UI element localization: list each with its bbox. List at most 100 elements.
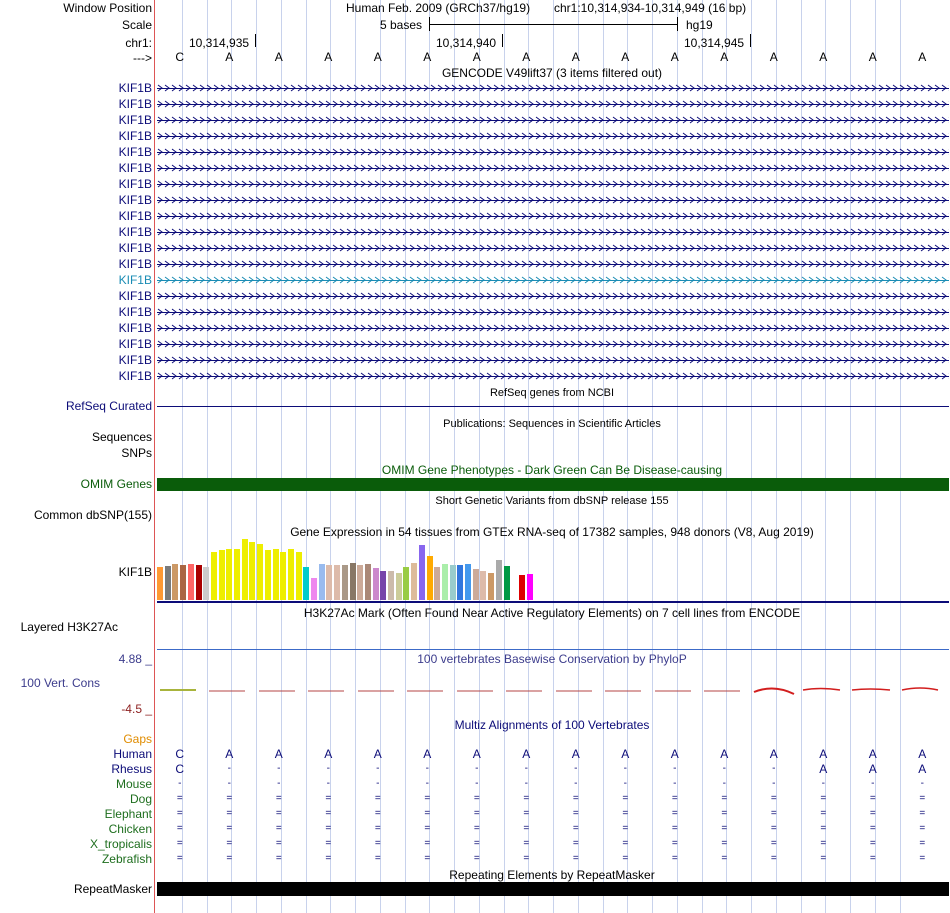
- gtex-tissue-bar[interactable]: [480, 571, 487, 600]
- gtex-tissue-bar[interactable]: [357, 565, 364, 600]
- gtex-tissue-bar[interactable]: [195, 565, 202, 600]
- gencode-gene-label[interactable]: KIF1B: [118, 209, 152, 223]
- gtex-tissue-bar[interactable]: [326, 565, 333, 600]
- repeatmasker-title[interactable]: Repeating Elements by RepeatMasker: [449, 868, 655, 882]
- gencode-transcript[interactable]: [157, 116, 949, 124]
- gtex-tissue-bar[interactable]: [418, 545, 425, 600]
- gtex-tissue-bar[interactable]: [311, 578, 317, 600]
- gtex-tissue-bar[interactable]: [272, 549, 279, 600]
- gtex-tissue-bar[interactable]: [372, 568, 379, 600]
- gtex-tissue-bar[interactable]: [264, 550, 271, 600]
- gtex-tissue-bar[interactable]: [157, 567, 163, 600]
- gencode-gene-label[interactable]: KIF1B: [118, 321, 152, 335]
- gtex-tissue-bar[interactable]: [318, 564, 325, 600]
- multiz-species-label[interactable]: Elephant: [104, 807, 152, 821]
- dbsnp-label[interactable]: Common dbSNP(155): [33, 508, 152, 522]
- gtex-tissue-bar[interactable]: [526, 574, 533, 600]
- gencode-gene-label[interactable]: KIF1B: [118, 225, 152, 239]
- gencode-gene-label[interactable]: KIF1B: [118, 145, 152, 159]
- gtex-tissue-bar[interactable]: [434, 567, 441, 600]
- assembly-title[interactable]: Human Feb. 2009 (GRCh37/hg19): [346, 1, 531, 15]
- gencode-gene-label[interactable]: KIF1B: [118, 337, 152, 351]
- gencode-transcript[interactable]: [157, 308, 949, 316]
- gtex-tissue-bar[interactable]: [257, 544, 264, 600]
- gtex-tissue-bar[interactable]: [210, 552, 217, 600]
- gencode-transcript[interactable]: [157, 260, 949, 268]
- multiz-species-label[interactable]: Human: [113, 747, 152, 761]
- gencode-transcript[interactable]: [157, 196, 949, 204]
- gtex-tissue-bar[interactable]: [295, 552, 302, 600]
- gtex-tissue-bar[interactable]: [441, 564, 448, 600]
- gencode-title[interactable]: GENCODE V49lift37 (3 items filtered out): [441, 66, 663, 80]
- repeatmasker-label[interactable]: RepeatMasker: [73, 882, 152, 896]
- gencode-gene-label[interactable]: KIF1B: [118, 113, 152, 127]
- sequences-label[interactable]: Sequences: [91, 430, 152, 444]
- gtex-tissue-bar[interactable]: [495, 560, 502, 600]
- gencode-transcript[interactable]: [157, 132, 949, 140]
- multiz-title[interactable]: Multiz Alignments of 100 Vertebrates: [454, 718, 650, 732]
- dbsnp-title[interactable]: Short Genetic Variants from dbSNP releas…: [435, 495, 669, 507]
- gencode-transcript[interactable]: [157, 276, 949, 284]
- gencode-transcript[interactable]: [157, 180, 949, 188]
- gtex-tissue-bar[interactable]: [287, 549, 294, 600]
- gtex-tissue-bar[interactable]: [364, 564, 371, 600]
- multiz-species-label[interactable]: X_tropicalis: [89, 837, 152, 851]
- gencode-transcript[interactable]: [157, 164, 949, 172]
- gtex-tissue-bar[interactable]: [472, 569, 479, 600]
- gencode-transcript[interactable]: [157, 148, 949, 156]
- gtex-tissue-bar[interactable]: [334, 565, 341, 600]
- gtex-tissue-bar[interactable]: [465, 564, 471, 600]
- phylop-label[interactable]: 100 Vert. Cons: [20, 676, 100, 690]
- gencode-transcript[interactable]: [157, 340, 949, 348]
- gtex-tissue-bar[interactable]: [303, 567, 310, 600]
- position-readout[interactable]: chr1:10,314,934-10,314,949 (16 bp): [554, 1, 747, 15]
- multiz-species-label[interactable]: Dog: [129, 792, 152, 806]
- gtex-tissue-bar[interactable]: [403, 567, 410, 600]
- gtex-tissue-bar[interactable]: [180, 565, 187, 600]
- gtex-title[interactable]: Gene Expression in 54 tissues from GTEx …: [290, 525, 814, 539]
- gencode-gene-label[interactable]: KIF1B: [118, 129, 152, 143]
- gtex-tissue-bar[interactable]: [449, 565, 456, 600]
- gtex-tissue-bar[interactable]: [172, 564, 179, 600]
- gtex-tissue-bar[interactable]: [249, 542, 256, 600]
- gtex-tissue-bar[interactable]: [395, 573, 402, 600]
- publications-title[interactable]: Publications: Sequences in Scientific Ar…: [443, 418, 661, 430]
- gtex-tissue-bar[interactable]: [241, 539, 248, 600]
- gtex-tissue-bar[interactable]: [187, 564, 194, 600]
- gencode-gene-label[interactable]: KIF1B: [118, 305, 152, 319]
- gencode-gene-label[interactable]: KIF1B: [118, 241, 152, 255]
- gencode-gene-label[interactable]: KIF1B: [118, 273, 152, 287]
- multiz-species-label[interactable]: Rhesus: [111, 762, 152, 776]
- gencode-gene-label[interactable]: KIF1B: [118, 161, 152, 175]
- gencode-transcript[interactable]: [157, 356, 949, 364]
- gencode-gene-label[interactable]: KIF1B: [118, 81, 152, 95]
- gencode-gene-label[interactable]: KIF1B: [118, 353, 152, 367]
- multiz-species-label[interactable]: Mouse: [115, 777, 152, 791]
- gencode-transcript[interactable]: [157, 228, 949, 236]
- gtex-tissue-bar[interactable]: [234, 549, 240, 600]
- gencode-gene-label[interactable]: KIF1B: [118, 289, 152, 303]
- gtex-tissue-bar[interactable]: [280, 552, 287, 600]
- gtex-label[interactable]: KIF1B: [118, 565, 152, 579]
- gencode-gene-label[interactable]: KIF1B: [118, 369, 152, 383]
- gencode-transcript[interactable]: [157, 212, 949, 220]
- gencode-gene-label[interactable]: KIF1B: [118, 257, 152, 271]
- gtex-tissue-bar[interactable]: [218, 550, 225, 600]
- gtex-tissue-bar[interactable]: [511, 562, 518, 600]
- h3k27ac-label[interactable]: Layered H3K27Ac: [20, 620, 118, 634]
- h3k27ac-line[interactable]: [157, 649, 949, 650]
- repeatmasker-bar[interactable]: [157, 882, 949, 896]
- gencode-transcript[interactable]: [157, 372, 949, 380]
- gtex-tissue-bar[interactable]: [503, 566, 510, 600]
- gencode-gene-label[interactable]: KIF1B: [118, 97, 152, 111]
- gencode-transcript[interactable]: [157, 84, 949, 92]
- omim-label[interactable]: OMIM Genes: [80, 477, 152, 491]
- gencode-transcript[interactable]: [157, 244, 949, 252]
- gtex-tissue-bar[interactable]: [488, 573, 495, 600]
- h3k27ac-title[interactable]: H3K27Ac Mark (Often Found Near Active Re…: [303, 606, 801, 620]
- gtex-tissue-bar[interactable]: [341, 565, 348, 600]
- refseq-title[interactable]: RefSeq genes from NCBI: [489, 387, 615, 399]
- omim-title[interactable]: OMIM Gene Phenotypes - Dark Green Can Be…: [381, 463, 723, 477]
- omim-gene-bar[interactable]: [157, 478, 949, 491]
